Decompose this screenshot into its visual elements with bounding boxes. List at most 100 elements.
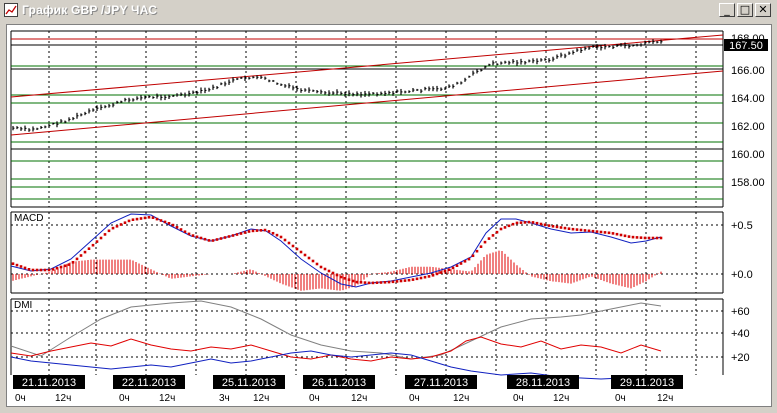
date-tag-label: 26.11.2013 bbox=[312, 377, 366, 389]
macd-signal-point bbox=[75, 257, 79, 261]
macd-signal-point bbox=[555, 225, 559, 229]
macd-signal-point bbox=[451, 266, 455, 270]
hour-label: 0ч bbox=[513, 393, 524, 404]
dmi-level-label-40: +40 bbox=[731, 328, 750, 340]
macd-signal-point bbox=[271, 231, 275, 235]
macd-signal-point bbox=[523, 221, 527, 224]
maximize-button[interactable]: □ bbox=[737, 3, 753, 17]
macd-signal-point bbox=[491, 234, 495, 237]
macd-signal-point bbox=[471, 254, 475, 258]
macd-signal-point bbox=[507, 224, 511, 228]
macd-signal-point bbox=[339, 275, 343, 279]
date-tag-background bbox=[13, 375, 85, 389]
hour-label: 12ч bbox=[253, 393, 269, 404]
date-tag-label: 27.11.2013 bbox=[414, 377, 468, 389]
macd-signal-point bbox=[383, 281, 387, 284]
macd-signal-point bbox=[335, 273, 339, 277]
minimize-icon: _ bbox=[724, 3, 730, 16]
date-tag-background bbox=[611, 375, 683, 389]
macd-signal-point bbox=[327, 269, 331, 273]
date-tag-background bbox=[405, 375, 477, 389]
macd-signal-point bbox=[303, 253, 307, 257]
macd-signal-point bbox=[223, 236, 227, 239]
macd-signal-point bbox=[215, 238, 219, 241]
macd-signal-point bbox=[571, 227, 575, 231]
macd-signal-point bbox=[263, 228, 267, 232]
macd-signal-point bbox=[603, 231, 607, 234]
macd-signal-point bbox=[287, 241, 291, 245]
macd-signal-point bbox=[199, 236, 203, 240]
macd-signal-point bbox=[543, 223, 547, 227]
macd-signal-point bbox=[607, 231, 611, 235]
hour-label: 12ч bbox=[453, 393, 469, 404]
title-bar[interactable]: График GBP /JPY ЧАС _ □ ✕ bbox=[0, 0, 777, 20]
chart-app-icon bbox=[4, 3, 18, 17]
macd-signal-point bbox=[567, 227, 571, 230]
macd-signal-point bbox=[371, 281, 375, 285]
macd-signal-point bbox=[115, 225, 119, 228]
macd-signal-point bbox=[439, 271, 443, 274]
macd-signal-point bbox=[619, 233, 623, 237]
macd-signal-point bbox=[427, 275, 431, 278]
macd-signal-point bbox=[355, 280, 359, 284]
macd-signal-point bbox=[295, 247, 299, 251]
macd-signal-point bbox=[15, 263, 19, 267]
macd-signal-point bbox=[43, 268, 47, 272]
macd-signal-point bbox=[155, 217, 159, 221]
macd-signal-point bbox=[35, 268, 39, 272]
macd-signal-point bbox=[563, 226, 567, 230]
macd-signal-point bbox=[171, 223, 175, 227]
minimize-button[interactable]: _ bbox=[719, 3, 735, 17]
macd-signal-point bbox=[323, 267, 327, 271]
dmi-level-label-60: +60 bbox=[731, 306, 750, 318]
macd-signal-point bbox=[351, 279, 355, 283]
macd-signal-point bbox=[511, 222, 515, 226]
macd-level-label-05: +0.5 bbox=[731, 220, 753, 232]
macd-signal-point bbox=[139, 217, 143, 220]
hour-label: 0ч bbox=[119, 393, 130, 404]
macd-signal-point bbox=[235, 233, 239, 236]
macd-signal-point bbox=[123, 221, 127, 224]
macd-signal-point bbox=[227, 235, 231, 238]
macd-signal-point bbox=[443, 269, 447, 273]
macd-signal-point bbox=[387, 280, 391, 284]
close-button[interactable]: ✕ bbox=[755, 3, 771, 17]
macd-signal-point bbox=[259, 229, 263, 232]
macd-signal-point bbox=[131, 218, 135, 221]
macd-signal-point bbox=[363, 281, 367, 284]
date-tag-label: 25.11.2013 bbox=[222, 377, 276, 389]
macd-signal-point bbox=[467, 257, 471, 261]
macd-signal-point bbox=[19, 265, 23, 268]
macd-signal-point bbox=[95, 240, 99, 243]
macd-signal-point bbox=[627, 235, 631, 238]
date-tag-label: 21.11.2013 bbox=[22, 377, 76, 389]
macd-signal-point bbox=[475, 249, 479, 253]
macd-signal-point bbox=[487, 237, 491, 240]
macd-signal-point bbox=[587, 229, 591, 233]
macd-signal-point bbox=[39, 268, 43, 272]
dmi-panel: DMI +60 +40 +20 bbox=[10, 298, 750, 380]
macd-signal-point bbox=[611, 232, 615, 235]
macd-signal-point bbox=[87, 247, 91, 250]
macd-signal-point bbox=[143, 216, 147, 220]
macd-signal-point bbox=[119, 223, 123, 226]
macd-signal-point bbox=[431, 274, 435, 277]
macd-signal-point bbox=[559, 226, 563, 229]
chart-area[interactable]: 167.50 166.00 164.00 162.00 160.00 158.00 168… bbox=[6, 24, 772, 407]
hour-label: 0ч bbox=[615, 393, 626, 404]
chart-svg: 167.50 166.00 164.00 162.00 160.00 158.00 168… bbox=[10, 30, 768, 404]
hour-label: 12ч bbox=[553, 393, 569, 404]
macd-signal-point bbox=[283, 238, 287, 242]
macd-signal-point bbox=[347, 278, 351, 281]
channel-lower-line bbox=[10, 70, 724, 136]
date-tag-label: 29.11.2013 bbox=[620, 377, 674, 389]
macd-signal-point bbox=[595, 230, 599, 233]
macd-signal-point bbox=[331, 271, 335, 275]
price-axis-label: 164.00 bbox=[731, 93, 765, 105]
hour-label: 0ч bbox=[15, 393, 26, 404]
macd-signal-point bbox=[279, 235, 283, 239]
maximize-icon: □ bbox=[739, 3, 751, 16]
macd-signal-point bbox=[583, 229, 587, 232]
price-horizontal-lines bbox=[11, 38, 723, 200]
